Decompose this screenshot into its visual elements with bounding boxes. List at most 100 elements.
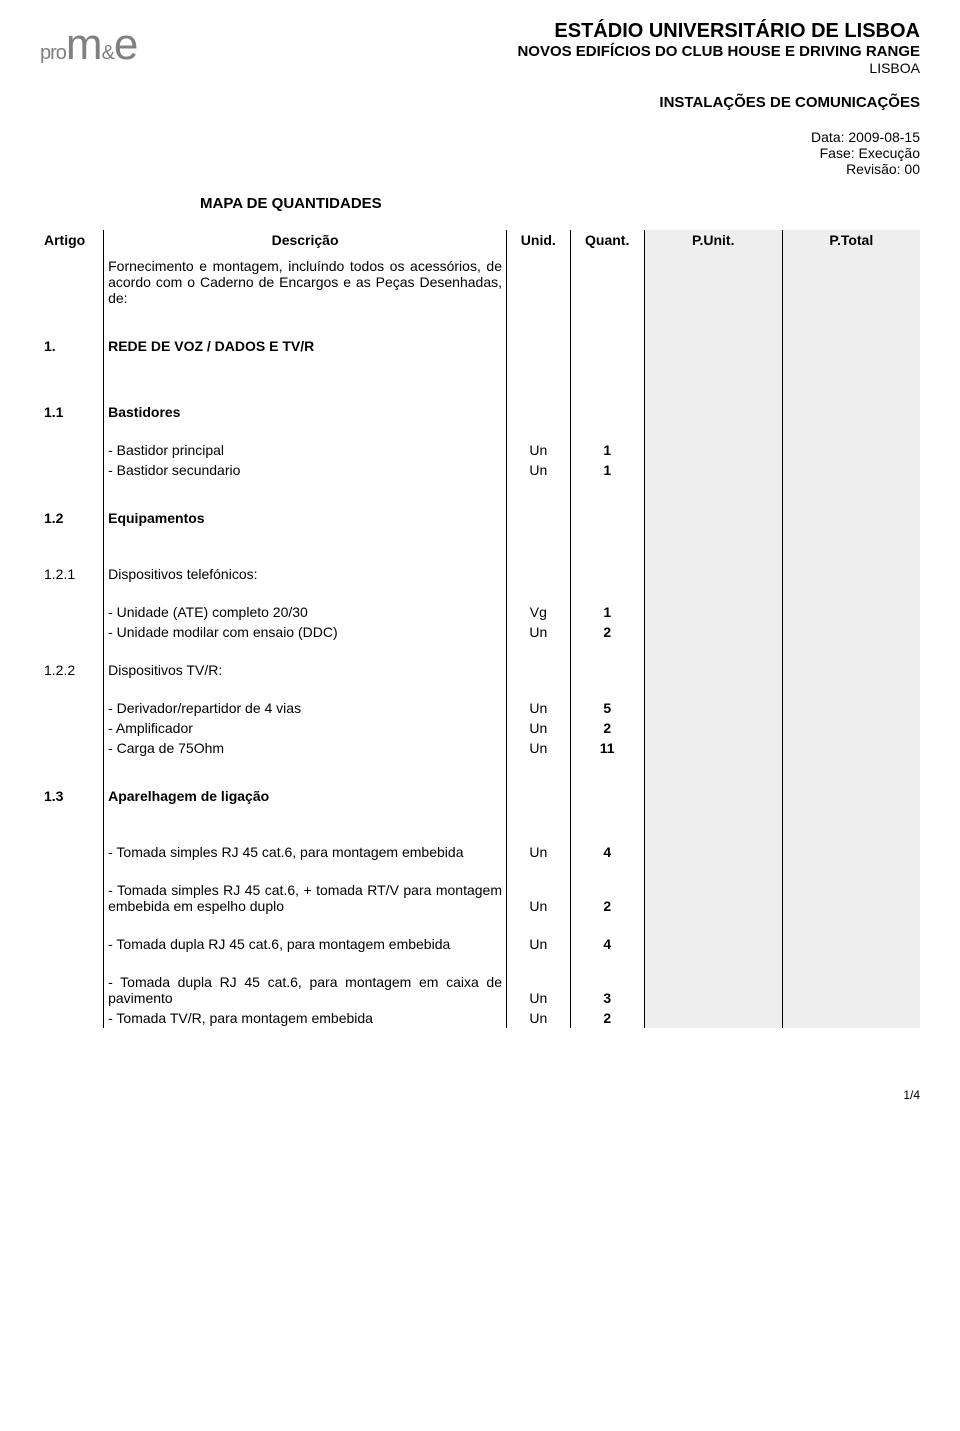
cell-desc: - Bastidor secundario (104, 460, 507, 480)
cell-quant (570, 786, 644, 806)
cell-punit (644, 402, 782, 422)
spacer-row (40, 680, 920, 698)
cell-ptotal (782, 336, 920, 356)
cell-ptotal (782, 972, 920, 1008)
meta-block: Data: 2009-08-15 Fase: Execução Revisão:… (40, 129, 920, 177)
cell-artigo (40, 698, 104, 718)
cell-quant: 1 (570, 440, 644, 460)
cell-quant: 2 (570, 622, 644, 642)
cell-quant: 1 (570, 602, 644, 622)
table-row: - Carga de 75OhmUn11 (40, 738, 920, 758)
cell-punit (644, 698, 782, 718)
cell-punit (644, 972, 782, 1008)
cell-unid (507, 660, 571, 680)
spacer-row (40, 954, 920, 972)
cell-artigo: 1.2.1 (40, 564, 104, 584)
table-row: - Tomada simples RJ 45 cat.6, + tomada R… (40, 880, 920, 916)
col-header-unid: Unid. (507, 230, 571, 256)
cell-ptotal (782, 698, 920, 718)
spacer-row (40, 422, 920, 440)
cell-desc: - Tomada TV/R, para montagem embebida (104, 1008, 507, 1028)
cell-artigo (40, 440, 104, 460)
cell-punit (644, 508, 782, 528)
cell-ptotal (782, 460, 920, 480)
col-header-punit: P.Unit. (644, 230, 782, 256)
cell-punit (644, 934, 782, 954)
spacer-row (40, 806, 920, 824)
cell-artigo (40, 738, 104, 758)
cell-desc: Equipamentos (104, 508, 507, 528)
cell-ptotal (782, 402, 920, 422)
cell-artigo: 1.2 (40, 508, 104, 528)
header-right: ESTÁDIO UNIVERSITÁRIO DE LISBOA NOVOS ED… (517, 20, 920, 76)
cell-unid (507, 402, 571, 422)
cell-quant: 4 (570, 842, 644, 862)
meta-revision: Revisão: 00 (40, 161, 920, 177)
logo-e: e (114, 20, 137, 69)
section-title: INSTALAÇÕES DE COMUNICAÇÕES (40, 94, 920, 111)
col-header-ptotal: P.Total (782, 230, 920, 256)
table-row: - Unidade (ATE) completo 20/30Vg1 (40, 602, 920, 622)
table-row: 1.2.2Dispositivos TV/R: (40, 660, 920, 680)
cell-artigo (40, 1008, 104, 1028)
cell-unid: Un (507, 880, 571, 916)
cell-ptotal (782, 602, 920, 622)
cell-desc: Aparelhagem de ligação (104, 786, 507, 806)
cell-quant: 1 (570, 460, 644, 480)
table-row: - Tomada simples RJ 45 cat.6, para monta… (40, 842, 920, 862)
cell-ptotal (782, 564, 920, 584)
cell-desc: - Derivador/repartidor de 4 vias (104, 698, 507, 718)
document-header: prom&e ESTÁDIO UNIVERSITÁRIO DE LISBOA N… (40, 20, 920, 76)
table-row: 1.1Bastidores (40, 402, 920, 422)
header-location: LISBOA (517, 60, 920, 76)
cell-punit (644, 440, 782, 460)
map-title: MAPA DE QUANTIDADES (200, 195, 920, 212)
table-row: - Bastidor principalUn1 (40, 440, 920, 460)
cell-desc: - Amplificador (104, 718, 507, 738)
cell-unid: Un (507, 934, 571, 954)
cell-artigo: 1.3 (40, 786, 104, 806)
cell-punit (644, 602, 782, 622)
cell-desc: Dispositivos TV/R: (104, 660, 507, 680)
header-title: ESTÁDIO UNIVERSITÁRIO DE LISBOA (517, 20, 920, 43)
cell-quant: 2 (570, 1008, 644, 1028)
cell-unid (507, 336, 571, 356)
logo: prom&e (40, 20, 137, 70)
cell-artigo (40, 460, 104, 480)
cell-unid: Un (507, 1008, 571, 1028)
header-subtitle: NOVOS EDIFÍCIOS DO CLUB HOUSE E DRIVING … (517, 43, 920, 60)
cell-ptotal (782, 786, 920, 806)
cell-punit (644, 842, 782, 862)
cell-unid: Un (507, 738, 571, 758)
cell-desc: - Tomada simples RJ 45 cat.6, para monta… (104, 842, 507, 862)
cell-desc: Bastidores (104, 402, 507, 422)
cell-quant (570, 564, 644, 584)
table-row: 1.REDE DE VOZ / DADOS E TV/R (40, 336, 920, 356)
spacer-row (40, 308, 920, 336)
cell-artigo (40, 622, 104, 642)
col-header-quant: Quant. (570, 230, 644, 256)
table-row: 1.3Aparelhagem de ligação (40, 786, 920, 806)
spacer-row (40, 528, 920, 546)
table-row: 1.2.1Dispositivos telefónicos: (40, 564, 920, 584)
spacer-row (40, 862, 920, 880)
table-row: - Tomada TV/R, para montagem embebidaUn2 (40, 1008, 920, 1028)
cell-quant: 5 (570, 698, 644, 718)
spacer-row (40, 642, 920, 660)
table-row: - AmplificadorUn2 (40, 718, 920, 738)
cell-punit (644, 1008, 782, 1028)
cell-ptotal (782, 660, 920, 680)
cell-unid: Vg (507, 602, 571, 622)
logo-amp: & (102, 42, 114, 64)
cell-desc: - Tomada dupla RJ 45 cat.6, para montage… (104, 934, 507, 954)
cell-quant (570, 660, 644, 680)
cell-artigo (40, 602, 104, 622)
cell-unid (507, 786, 571, 806)
quantities-table: Artigo Descrição Unid. Quant. P.Unit. P.… (40, 230, 920, 1028)
cell-unid: Un (507, 622, 571, 642)
cell-quant: 4 (570, 934, 644, 954)
table-row: - Bastidor secundarioUn1 (40, 460, 920, 480)
cell-unid (507, 564, 571, 584)
cell-punit (644, 718, 782, 738)
cell-artigo (40, 972, 104, 1008)
